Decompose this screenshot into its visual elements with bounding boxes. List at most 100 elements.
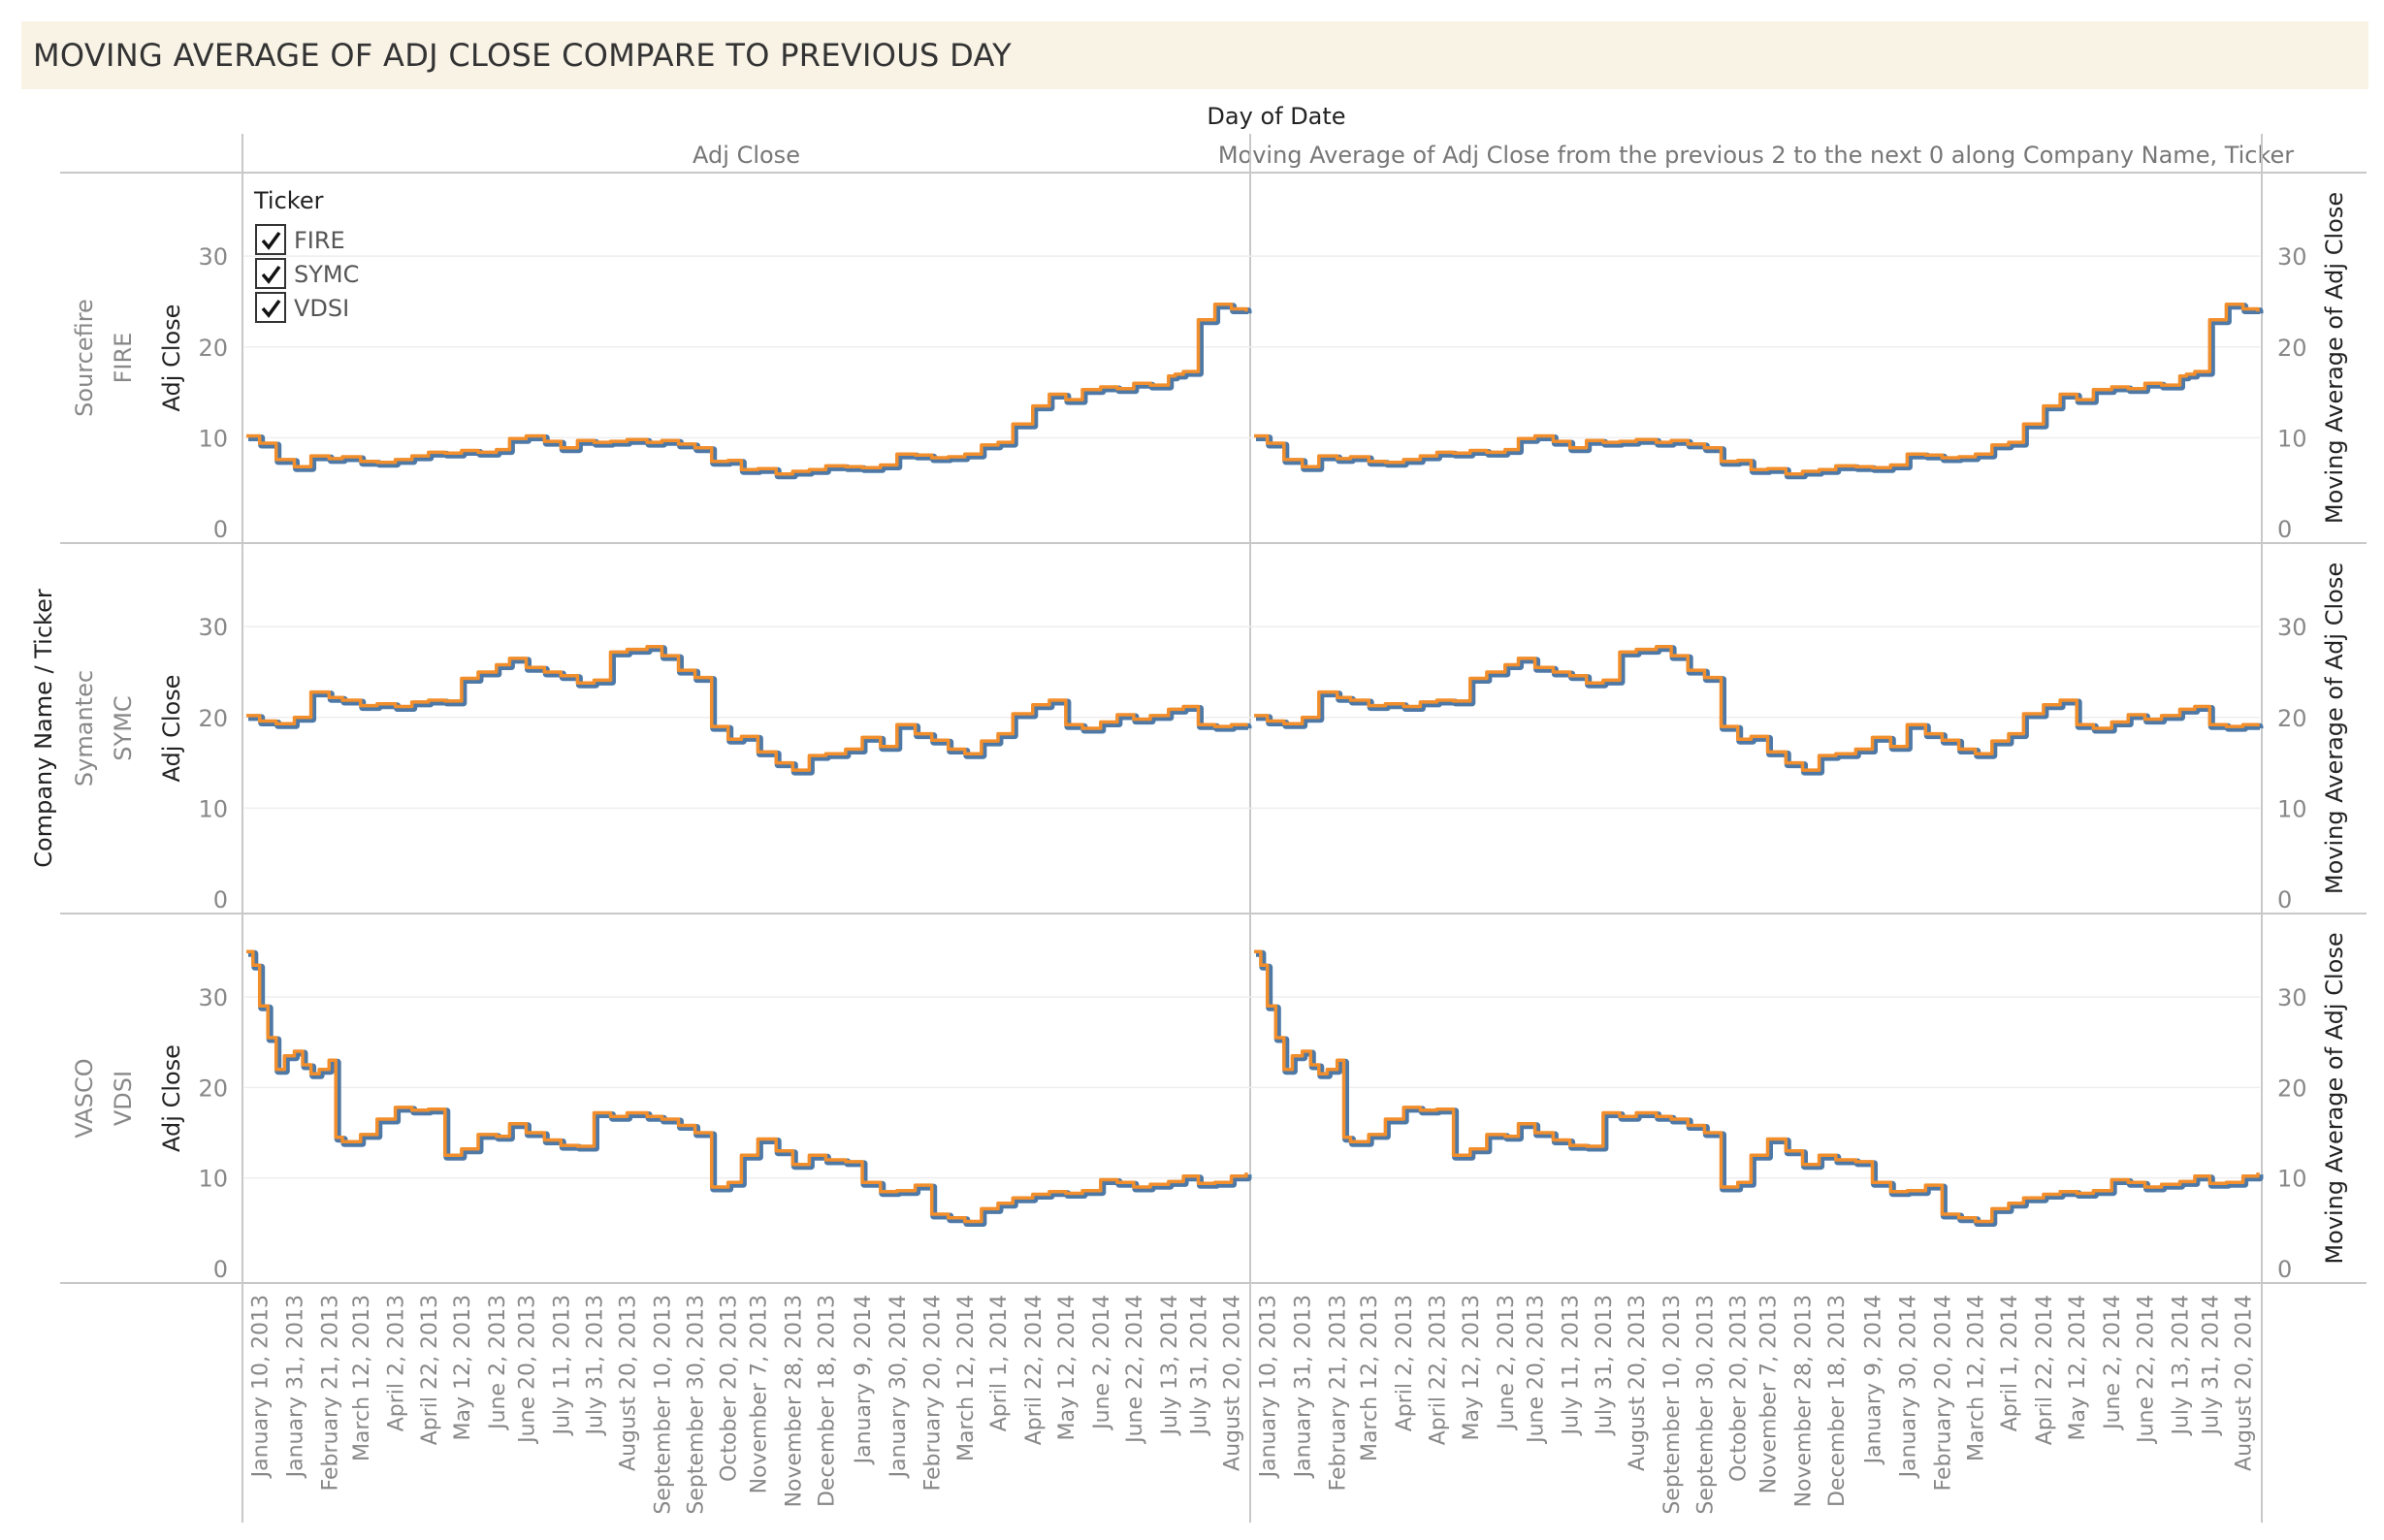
x-tick-label: June 2, 2014: [1090, 1295, 1114, 1431]
x-tick-label: October 20, 2013: [718, 1295, 742, 1482]
x-tick-label: November 7, 2013: [1756, 1295, 1781, 1493]
y-tick-label-left: 10: [198, 1166, 228, 1193]
x-tick-label: August 20, 2013: [1626, 1295, 1650, 1471]
x-tick-label: March 12, 2013: [1358, 1295, 1382, 1461]
title-bar: MOVING AVERAGE OF ADJ CLOSE COMPARE TO P…: [21, 21, 2368, 89]
x-tick-label: February 20, 2014: [1931, 1295, 1955, 1491]
y-tick-label-left: 20: [198, 1075, 228, 1102]
x-tick-label: August 20, 2013: [617, 1295, 641, 1471]
y-axis-label-right: Moving Average of Adj Close: [2321, 932, 2348, 1264]
x-tick-label: April 2, 2013: [1393, 1295, 1417, 1431]
x-tick-label: July 13, 2014: [1158, 1295, 1182, 1437]
x-tick-label: October 20, 2013: [1727, 1295, 1752, 1482]
y-tick-label-left: 30: [198, 614, 228, 641]
x-tick-label: November 28, 2013: [1791, 1295, 1816, 1507]
x-tick-label: June 22, 2014: [2134, 1295, 2158, 1445]
y-tick-label-left: 20: [198, 705, 228, 732]
x-tick-label: July 31, 2014: [2199, 1295, 2223, 1437]
x-tick-label: July 11, 2013: [1560, 1295, 1584, 1437]
y-tick-label-right: 0: [2277, 1256, 2292, 1283]
y-tick-label-right: 10: [2277, 795, 2307, 822]
series-line-fire: [1254, 303, 2260, 476]
row-label-ticker: FIRE: [110, 333, 137, 384]
series-line-symc: [246, 645, 1248, 772]
x-tick-label: January 31, 2013: [284, 1295, 308, 1479]
y-tick-label-left: 30: [198, 984, 228, 1011]
x-tick-label: January 30, 2014: [1896, 1295, 1920, 1479]
y-tick-label-left: 20: [198, 335, 228, 362]
x-tick-label: July 31, 2013: [1593, 1295, 1617, 1437]
series-line-symc: [1254, 645, 2260, 772]
x-tick-label: January 9, 2014: [1861, 1295, 1885, 1465]
y-tick-label-right: 20: [2277, 1075, 2307, 1102]
x-tick-label: March 12, 2014: [1965, 1295, 1989, 1461]
legend-item-label[interactable]: FIRE: [294, 227, 345, 254]
x-tick-label: June 2, 2013: [1495, 1295, 1519, 1431]
y-tick-label-left: 10: [198, 425, 228, 452]
row-label-ticker: VDSI: [110, 1071, 137, 1126]
legend-checkbox[interactable]: [255, 224, 286, 255]
legend-checkbox[interactable]: [255, 258, 286, 289]
x-tick-label: July 13, 2014: [2169, 1295, 2193, 1437]
y-tick-label-right: 0: [2277, 886, 2292, 914]
y-axis-label-left: Adj Close: [158, 1044, 185, 1152]
series-line-symc-outline: [1256, 645, 2264, 776]
x-tick-label: January 10, 2013: [1257, 1295, 1281, 1479]
checkmark-icon: [261, 299, 281, 318]
x-tick-label: April 1, 2014: [987, 1295, 1012, 1431]
series-line-symc-outline: [248, 645, 1252, 776]
x-tick-label: July 31, 2013: [583, 1295, 607, 1437]
x-tick-label: February 21, 2013: [1327, 1295, 1351, 1491]
x-tick-label: September 10, 2013: [1660, 1295, 1685, 1515]
series-line-vdsi: [1254, 949, 2260, 1224]
x-tick-label: June 20, 2013: [1525, 1295, 1549, 1445]
series-line-vdsi-outline: [248, 949, 1252, 1227]
y-axis-label-left: Adj Close: [158, 305, 185, 412]
y-tick-label-right: 30: [2277, 984, 2307, 1011]
row-label-company: Sourcefire: [71, 299, 98, 417]
x-tick-label: December 18, 2013: [1825, 1295, 1850, 1507]
x-tick-label: April 22, 2014: [2033, 1295, 2057, 1445]
y-tick-label-right: 30: [2277, 614, 2307, 641]
y-tick-label-right: 0: [2277, 516, 2292, 543]
x-tick-label: April 22, 2014: [1022, 1295, 1047, 1445]
column-header: Adj Close: [693, 142, 800, 169]
y-tick-label-right: 10: [2277, 425, 2307, 452]
legend-checkbox[interactable]: [255, 292, 286, 323]
series-line-fire-outline: [1256, 303, 2264, 480]
x-tick-label: June 2, 2014: [2101, 1295, 2125, 1431]
checkmark-icon: [261, 231, 281, 250]
x-tick-label: May 12, 2014: [2066, 1295, 2090, 1440]
x-tick-label: March 12, 2013: [350, 1295, 374, 1461]
x-tick-label: August 20, 2014: [2233, 1295, 2257, 1471]
series-line-vdsi-outline: [1256, 949, 2264, 1227]
y-tick-label-left: 0: [213, 886, 228, 914]
y-tick-label-left: 10: [198, 795, 228, 822]
x-tick-label: May 12, 2013: [1460, 1295, 1484, 1440]
series-line-fire-outline: [248, 303, 1252, 480]
row-label-ticker: SYMC: [110, 695, 137, 760]
x-tick-label: August 20, 2014: [1221, 1295, 1245, 1471]
row-label-company: Symantec: [71, 670, 98, 786]
page-title: MOVING AVERAGE OF ADJ CLOSE COMPARE TO P…: [33, 37, 1013, 74]
y-axis-label-right: Moving Average of Adj Close: [2321, 192, 2348, 524]
x-tick-label: September 30, 2013: [685, 1295, 709, 1515]
x-tick-label: September 10, 2013: [651, 1295, 675, 1515]
x-tick-label: March 12, 2014: [954, 1295, 979, 1461]
x-tick-label: January 31, 2013: [1292, 1295, 1316, 1479]
x-tick-label: January 9, 2014: [852, 1295, 876, 1465]
y-tick-label-right: 20: [2277, 335, 2307, 362]
row-label-company: VASCO: [71, 1058, 98, 1138]
x-tick-label: January 10, 2013: [249, 1295, 274, 1479]
series-line-vdsi: [246, 949, 1248, 1224]
x-tick-label: April 2, 2013: [385, 1295, 409, 1431]
x-tick-label: November 7, 2013: [747, 1295, 771, 1493]
y-tick-label-left: 30: [198, 243, 228, 271]
legend-item-label[interactable]: VDSI: [294, 295, 349, 322]
y-axis-label-right: Moving Average of Adj Close: [2321, 562, 2348, 894]
legend-item-label[interactable]: SYMC: [294, 261, 359, 288]
x-tick-label: December 18, 2013: [815, 1295, 839, 1507]
row-axis-title: Company Name / Ticker: [30, 589, 57, 868]
x-tick-label: May 12, 2014: [1055, 1295, 1079, 1440]
